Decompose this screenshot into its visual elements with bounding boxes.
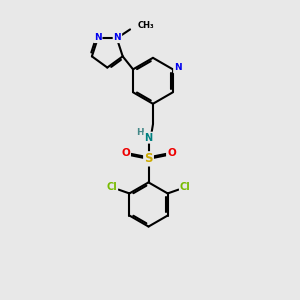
- Text: CH₃: CH₃: [138, 21, 154, 30]
- Text: O: O: [121, 148, 130, 158]
- Text: N: N: [145, 133, 153, 142]
- Text: Cl: Cl: [106, 182, 117, 192]
- Text: O: O: [167, 148, 176, 158]
- Text: H: H: [136, 128, 143, 137]
- Text: N: N: [174, 63, 182, 72]
- Text: S: S: [144, 152, 153, 165]
- Text: N: N: [114, 33, 121, 42]
- Text: Cl: Cl: [180, 182, 191, 192]
- Text: N: N: [94, 33, 102, 42]
